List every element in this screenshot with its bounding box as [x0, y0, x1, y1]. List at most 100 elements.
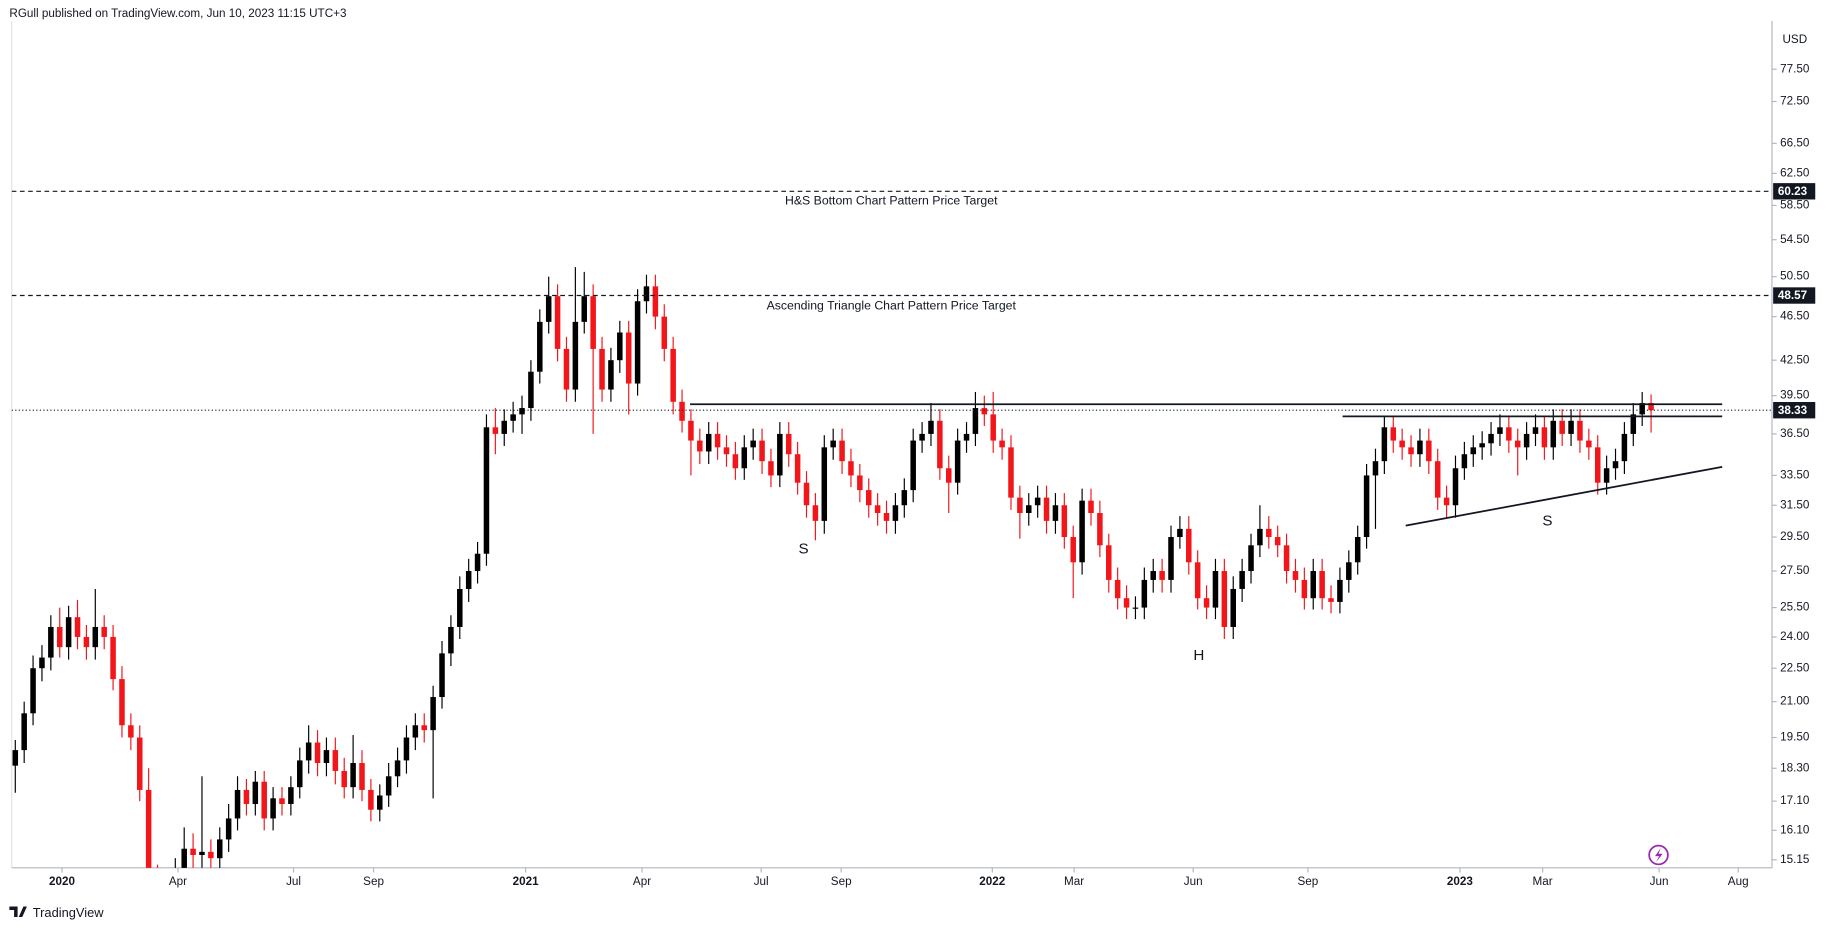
candle-body: [1114, 579, 1121, 599]
candle-body: [1079, 500, 1085, 563]
candle-body: [972, 408, 979, 434]
candle-body: [181, 848, 187, 868]
candle-body: [217, 839, 223, 859]
candle-body: [1630, 414, 1637, 434]
candle-body: [12, 750, 19, 766]
y-tick-label: 18.30: [1780, 761, 1810, 774]
x-tick-label: Aug: [1728, 875, 1749, 888]
candle-body: [110, 636, 116, 680]
candle-body: [1532, 427, 1539, 434]
price-label-box: [1773, 287, 1816, 304]
candle-body: [421, 725, 427, 731]
alert-icon[interactable]: [1648, 844, 1669, 866]
candle-body: [145, 789, 152, 868]
x-tick-label: Jun: [1650, 875, 1669, 888]
candle-body: [314, 742, 321, 764]
candle-body: [785, 433, 792, 455]
candle-body: [741, 447, 748, 469]
candle-body: [857, 475, 863, 491]
candle-body: [225, 818, 232, 840]
candle-body: [21, 713, 27, 751]
candle-body: [1408, 447, 1414, 455]
candle-body: [492, 427, 499, 434]
price-label: 48.57: [1778, 289, 1807, 302]
candle-body: [1266, 528, 1272, 538]
candle-body: [705, 433, 712, 452]
candle-body: [1008, 447, 1014, 498]
candle-body: [48, 626, 54, 658]
candle-body: [412, 725, 419, 738]
y-tick-label: 36.50: [1780, 427, 1810, 440]
candle-body: [1034, 497, 1041, 506]
candle-body: [714, 433, 721, 448]
candle-body: [1061, 505, 1068, 538]
annotation: H: [1193, 647, 1204, 664]
candle-body: [617, 332, 623, 361]
x-tick-label: Sep: [363, 875, 384, 888]
annotation: S: [798, 541, 808, 558]
candle-body: [892, 505, 899, 521]
candle-body: [1621, 433, 1628, 462]
y-tick-label: 72.50: [1780, 95, 1810, 108]
y-tick-label: 39.50: [1780, 389, 1810, 402]
candle-body: [1106, 545, 1112, 580]
candle-body: [1212, 571, 1219, 608]
candle-body: [270, 798, 276, 819]
candle-body: [1070, 537, 1076, 563]
candle-body: [545, 296, 552, 322]
candle-body: [305, 742, 312, 761]
candle-body: [279, 798, 285, 804]
candle-body: [1221, 571, 1228, 627]
candle-body: [1283, 545, 1290, 572]
y-tick-label: 27.50: [1780, 564, 1810, 577]
y-tick-label: 54.50: [1780, 233, 1810, 246]
candle-body: [1150, 571, 1156, 580]
candle-body: [625, 332, 632, 384]
candle-body: [937, 420, 943, 469]
candle-body: [554, 296, 561, 349]
price-label-box: [1773, 402, 1816, 419]
candle-body: [848, 461, 854, 476]
candle-body: [1088, 500, 1094, 513]
candle-body: [643, 286, 650, 302]
x-tick-label: Mar: [1533, 875, 1553, 888]
y-tick-label: 17.10: [1780, 794, 1810, 807]
candles: [12, 267, 1654, 868]
candle-body: [1488, 433, 1494, 444]
candle-body: [608, 360, 614, 390]
header: RGull published on TradingView.com, Jun …: [9, 7, 346, 20]
candle-body: [1594, 447, 1601, 483]
x-tick-label: Mar: [1064, 875, 1084, 888]
candle-body: [1648, 403, 1654, 411]
candle-body: [990, 414, 996, 441]
x-tick-label: 2021: [513, 875, 540, 888]
candle-body: [1523, 433, 1530, 448]
candle-body: [812, 505, 819, 521]
candle-body: [670, 348, 676, 402]
candle-body: [341, 770, 347, 788]
candle-body: [1612, 461, 1619, 469]
x-tick-label: 2022: [979, 875, 1006, 888]
candle-body: [1194, 562, 1201, 599]
candle-body: [261, 781, 267, 819]
x-tick-label: Jun: [1184, 875, 1203, 888]
candle-body: [1301, 579, 1308, 599]
candle-body: [599, 348, 605, 390]
candle-body: [1328, 598, 1334, 602]
annotation: H&S Bottom Chart Pattern Price Target: [785, 193, 998, 207]
candle-body: [439, 653, 445, 698]
candle-body: [1497, 427, 1503, 434]
x-tick-label: Apr: [169, 875, 187, 888]
candle-body: [1426, 440, 1432, 462]
candle-body: [750, 440, 756, 448]
candle-body: [883, 512, 890, 521]
candle-body: [581, 296, 588, 322]
candle-body: [297, 760, 303, 788]
candle-body: [1559, 420, 1565, 434]
candle-body: [474, 553, 481, 572]
candle-body: [1337, 579, 1343, 602]
candle-body: [65, 617, 72, 648]
y-tick-label: 50.50: [1780, 270, 1810, 283]
candle-body: [501, 420, 508, 434]
x-tick-label: Sep: [1298, 875, 1319, 888]
